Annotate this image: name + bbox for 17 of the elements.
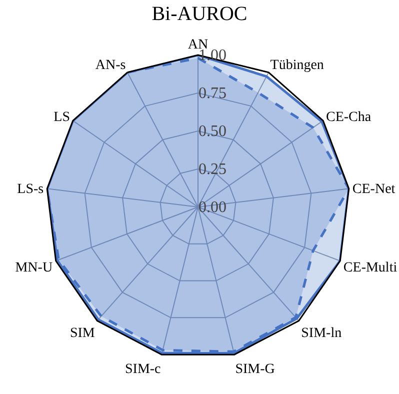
spoke-label: SIM-ln — [301, 326, 342, 342]
spoke-label: SIM-c — [124, 362, 161, 377]
chart-title: Bi-AUROC — [152, 2, 248, 25]
spoke-label: LS — [54, 110, 70, 126]
spoke-label: SIM-G — [235, 362, 275, 377]
y-tick-label: 0.50 — [198, 123, 226, 140]
spoke-label: CE-Net — [352, 182, 396, 197]
y-tick-label: 0.75 — [198, 85, 226, 102]
y-tick-label: 0.00 — [198, 199, 226, 216]
spoke-label: LS-s — [17, 182, 44, 197]
spoke-label: AN-s — [95, 58, 126, 74]
spoke-label: SIM — [70, 326, 96, 342]
spoke-label: CE-Multi — [343, 260, 398, 276]
spoke-label: CE-Cha — [326, 110, 372, 126]
y-tick-label: 0.25 — [198, 161, 226, 178]
spoke-label: MN-U — [15, 260, 53, 276]
spoke-label: Tübingen — [270, 58, 324, 74]
